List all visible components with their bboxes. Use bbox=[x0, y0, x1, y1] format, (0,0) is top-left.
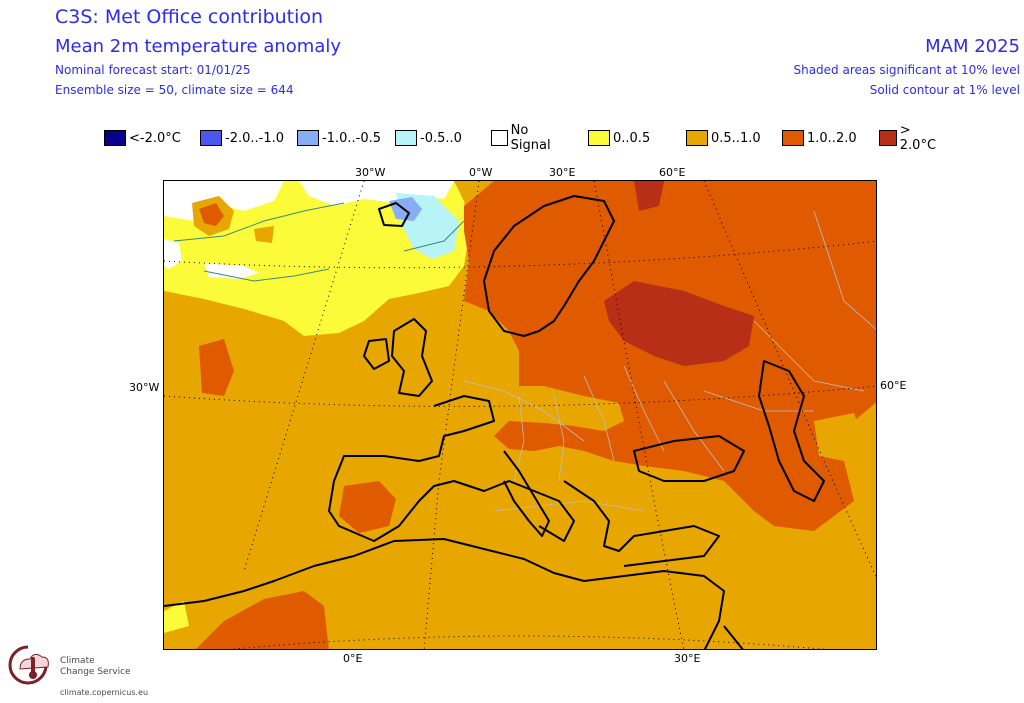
legend-label: -0.5..0 bbox=[420, 130, 462, 146]
anomaly-region-0-0.5 bbox=[164, 601, 189, 633]
anomaly-region-0.5-1.0 bbox=[254, 226, 274, 243]
contour-note: Solid contour at 1% level bbox=[869, 83, 1020, 97]
legend-item: No Signal bbox=[491, 123, 556, 153]
country-borders bbox=[463, 210, 876, 512]
legend-swatch bbox=[200, 130, 222, 146]
map-canvas bbox=[164, 181, 876, 649]
logo-url: climate.copernicus.eu bbox=[60, 688, 149, 697]
graticule-label-right-60e: 60°E bbox=[880, 379, 907, 392]
anomaly-region-above-2.0 bbox=[604, 281, 754, 366]
legend-label: No Signal bbox=[510, 123, 551, 153]
legend-label: -2.0..-1.0 bbox=[225, 130, 284, 146]
legend-item: 1.0..2.0 bbox=[782, 128, 857, 148]
graticule-label-top-0w: 0°W bbox=[469, 166, 493, 179]
chart-title: C3S: Met Office contribution bbox=[55, 6, 324, 28]
logo-line1: Climate bbox=[60, 656, 95, 666]
logo-line2: Change Service bbox=[60, 667, 131, 677]
significance-contours bbox=[173, 202, 465, 282]
graticule-label-top-30w: 30°W bbox=[355, 166, 386, 179]
legend-item: -2.0..-1.0 bbox=[200, 128, 284, 148]
legend-item: 0.5..1.0 bbox=[686, 128, 761, 148]
legend-label: 0.5..1.0 bbox=[711, 130, 761, 146]
legend-label: -1.0..-0.5 bbox=[322, 130, 381, 146]
legend-label: > 2.0°C bbox=[899, 123, 937, 153]
thermometer-cloud-icon bbox=[8, 645, 49, 685]
anomaly-region-0.5-1.0 bbox=[814, 413, 864, 461]
legend-item: > 2.0°C bbox=[879, 123, 940, 153]
no-signal-region bbox=[164, 239, 182, 269]
copernicus-logo: Climate Change Service climate.copernicu… bbox=[8, 643, 168, 701]
legend-swatch bbox=[588, 130, 610, 146]
legend-item: 0..0.5 bbox=[588, 128, 650, 148]
season-label: MAM 2025 bbox=[925, 36, 1020, 57]
anomaly-region-1.0-2.0 bbox=[339, 481, 396, 533]
anomaly-region-0-0.5 bbox=[164, 181, 469, 336]
graticule bbox=[164, 181, 876, 649]
no-signal-region bbox=[299, 181, 454, 206]
legend-item: -1.0..-0.5 bbox=[297, 128, 381, 148]
legend-label: 0..0.5 bbox=[613, 130, 651, 146]
anomaly-region-1.0-2.0 bbox=[199, 203, 224, 226]
legend-swatch bbox=[782, 130, 804, 146]
legend-item: -0.5..0 bbox=[395, 128, 462, 148]
legend-item: <-2.0°C bbox=[104, 128, 181, 148]
graticule-label-top-30e: 30°E bbox=[549, 166, 576, 179]
graticule-label-top-60e: 60°E bbox=[659, 166, 686, 179]
graticule-label-bottom-0e: 0°E bbox=[343, 652, 363, 665]
graticule-label-left-30w: 30°W bbox=[129, 381, 160, 394]
anomaly-region-1.0-2.0 bbox=[199, 339, 234, 396]
ensemble-size-text: Ensemble size = 50, climate size = 644 bbox=[55, 83, 294, 97]
anomaly-region-above-2.0 bbox=[634, 181, 664, 211]
legend-swatch bbox=[104, 130, 126, 146]
legend-label: <-2.0°C bbox=[129, 130, 181, 146]
coastlines bbox=[164, 195, 825, 649]
significance-note: Shaded areas significant at 10% level bbox=[793, 63, 1020, 77]
legend-swatch bbox=[879, 130, 897, 146]
forecast-start-text: Nominal forecast start: 01/01/25 bbox=[55, 63, 251, 77]
anomaly-region-1.0-2.0 bbox=[196, 591, 329, 649]
legend-swatch bbox=[395, 130, 417, 146]
graticule-label-bottom-30e: 30°E bbox=[674, 652, 701, 665]
legend-swatch bbox=[297, 130, 319, 146]
legend-swatch bbox=[686, 130, 708, 146]
legend-swatch bbox=[491, 130, 508, 146]
variable-title: Mean 2m temperature anomaly bbox=[55, 36, 342, 57]
legend-label: 1.0..2.0 bbox=[807, 130, 857, 146]
no-signal-region bbox=[204, 263, 259, 279]
anomaly-map bbox=[163, 180, 877, 650]
